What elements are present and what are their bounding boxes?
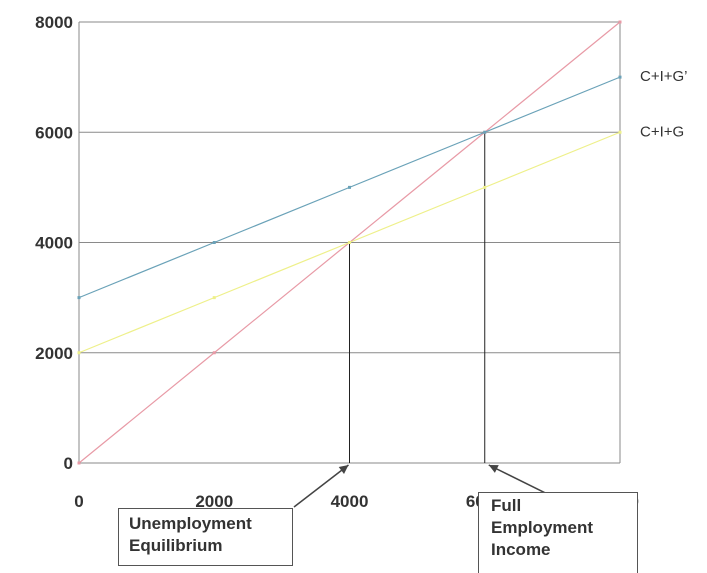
y-tick-label-1: 2000: [35, 344, 73, 363]
y-tick-label-3: 6000: [35, 123, 73, 142]
series-1-point-1: [212, 241, 216, 244]
callout-unemployment-equilibrium: Unemployment Equilibrium: [118, 508, 293, 566]
y-tick-label-4: 8000: [35, 13, 73, 32]
x-tick-label-2: 4000: [331, 492, 369, 511]
series-1-point-0: [77, 296, 81, 300]
y-tick-label-2: 4000: [35, 234, 73, 253]
y-tick-label-0: 0: [64, 454, 73, 473]
arrow-unemployment-shaft: [293, 464, 349, 508]
series-2-point-0: [77, 351, 81, 355]
legend-label-2: C+I+G: [640, 123, 684, 140]
series-2-point-4: [618, 130, 622, 134]
legend-layer: C+I+G’ C+I+G: [640, 68, 688, 140]
series-2-point-3: [483, 185, 487, 189]
series-1-point-4: [618, 75, 622, 79]
series-2-point-1: [212, 296, 216, 300]
series-2-point-2: [348, 241, 351, 244]
series-1-point-2: [348, 185, 351, 189]
series-1-point-3: [483, 130, 487, 134]
series-layer: [77, 20, 622, 465]
callout-full-employment-income: Full Employment Income: [478, 492, 638, 573]
legend-label-1: C+I+G’: [640, 68, 688, 85]
series-0-point-1: [212, 351, 216, 355]
axis-layer: 0200040006000800002000400060008000: [35, 13, 639, 511]
series-0-point-4: [618, 20, 622, 24]
series-0-point-0: [77, 461, 81, 465]
x-tick-label-0: 0: [74, 492, 83, 511]
x-tick-label-1: 2000: [195, 492, 233, 511]
drop-lines: [349, 132, 486, 463]
arrow-fullemployment-head: [488, 465, 499, 473]
arrow-unemployment-head: [338, 465, 349, 474]
